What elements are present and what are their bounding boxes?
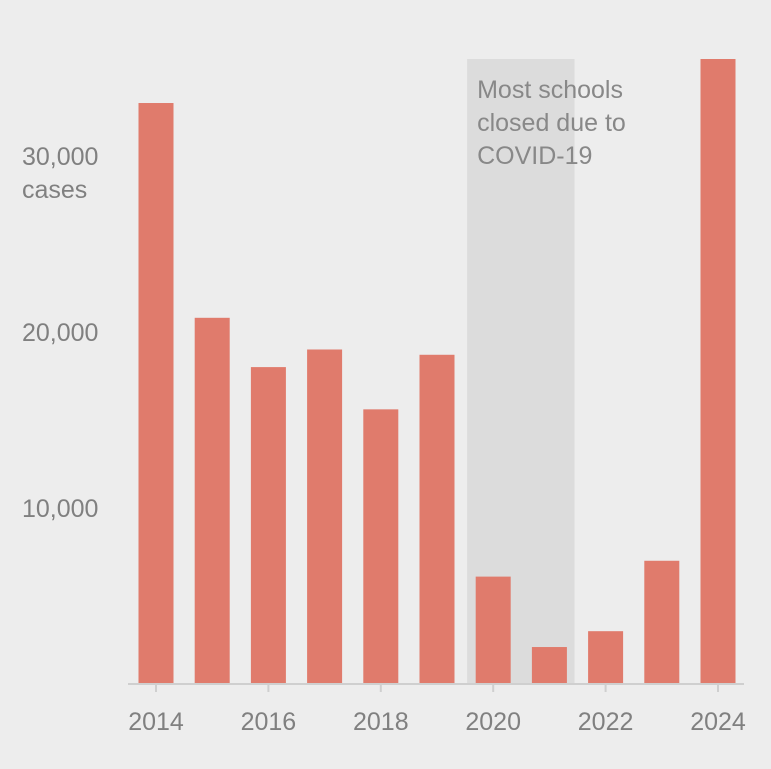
bar-2020 (475, 576, 511, 684)
y-tick-label-30000: 30,000 (22, 143, 98, 171)
bar-2018 (363, 409, 399, 684)
x-tick-label-2024: 2024 (690, 708, 746, 736)
y-tick-label-20000: 20,000 (22, 319, 98, 347)
axis-layer (128, 683, 744, 692)
bars-layer (138, 59, 736, 684)
x-tick-label-2022: 2022 (578, 708, 634, 736)
bar-2014 (138, 103, 174, 684)
bar-2023 (644, 560, 680, 684)
bar-2024 (700, 59, 736, 684)
bar-2015 (194, 317, 230, 684)
annotation-line-1: Most schools (477, 76, 623, 104)
x-tick-label-2018: 2018 (353, 708, 409, 736)
bar-2016 (250, 367, 286, 684)
x-tick-label-2014: 2014 (128, 708, 184, 736)
y-axis-unit-label: cases (22, 176, 87, 204)
labels-layer: 2014 2016 2018 2020 2022 2024 30,000 cases 20,00… (22, 76, 746, 736)
bar-2017 (307, 349, 343, 684)
bar-2021 (531, 647, 567, 684)
annotation-line-2: closed due to (477, 109, 626, 137)
bar-2022 (588, 631, 624, 684)
x-tick-label-2020: 2020 (465, 708, 521, 736)
x-tick-label-2016: 2016 (241, 708, 297, 736)
annotation-line-3: COVID-19 (477, 142, 592, 170)
y-tick-label-10000: 10,000 (22, 495, 98, 523)
bar-2019 (419, 354, 455, 684)
